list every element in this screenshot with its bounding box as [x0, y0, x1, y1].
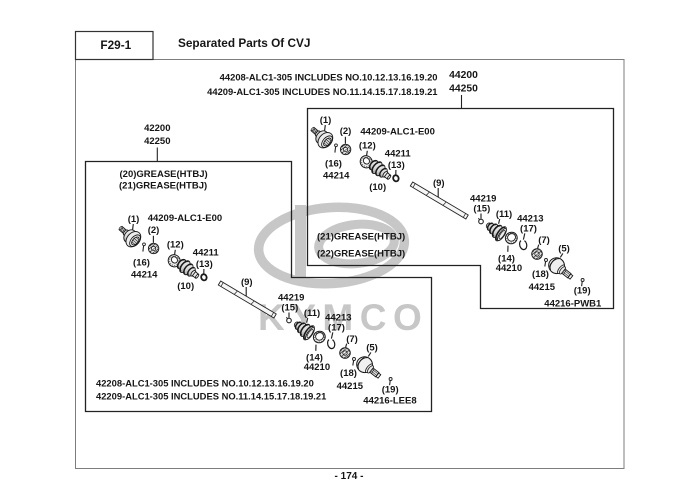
svg-text:(22)GREASE(HTBJ): (22)GREASE(HTBJ) — [317, 249, 405, 260]
svg-text:44209-ALC1-E00: 44209-ALC1-E00 — [148, 213, 222, 224]
svg-text:44250: 44250 — [449, 83, 478, 94]
svg-text:42250: 42250 — [144, 136, 170, 147]
svg-text:(20)GREASE(HTBJ): (20)GREASE(HTBJ) — [120, 169, 208, 180]
svg-text:Separated Parts Of CVJ: Separated Parts Of CVJ — [178, 36, 310, 50]
svg-text:42209-ALC1-305 INCLUDES NO.11.: 42209-ALC1-305 INCLUDES NO.11.14.15.17.1… — [96, 391, 326, 402]
svg-text:42208-ALC1-305 INCLUDES NO.10.: 42208-ALC1-305 INCLUDES NO.10.12.13.16.1… — [96, 378, 314, 389]
svg-text:44216-PWB1: 44216-PWB1 — [544, 299, 602, 310]
svg-text:(21)GREASE(HTBJ): (21)GREASE(HTBJ) — [317, 232, 405, 243]
svg-text:44209-ALC1-305 INCLUDES NO.11.: 44209-ALC1-305 INCLUDES NO.11.14.15.17.1… — [207, 86, 437, 97]
svg-text:(21)GREASE(HTBJ): (21)GREASE(HTBJ) — [119, 181, 207, 192]
svg-text:44216-LEE8: 44216-LEE8 — [363, 396, 416, 407]
svg-text:42200: 42200 — [144, 123, 170, 134]
svg-text:44208-ALC1-305 INCLUDES NO.10.: 44208-ALC1-305 INCLUDES NO.10.12.13.16.1… — [220, 72, 438, 83]
svg-text:44200: 44200 — [449, 70, 478, 81]
svg-text:44209-ALC1-E00: 44209-ALC1-E00 — [360, 127, 434, 138]
svg-text:F29-1: F29-1 — [100, 38, 131, 52]
svg-text:- 174 -: - 174 - — [335, 471, 364, 482]
